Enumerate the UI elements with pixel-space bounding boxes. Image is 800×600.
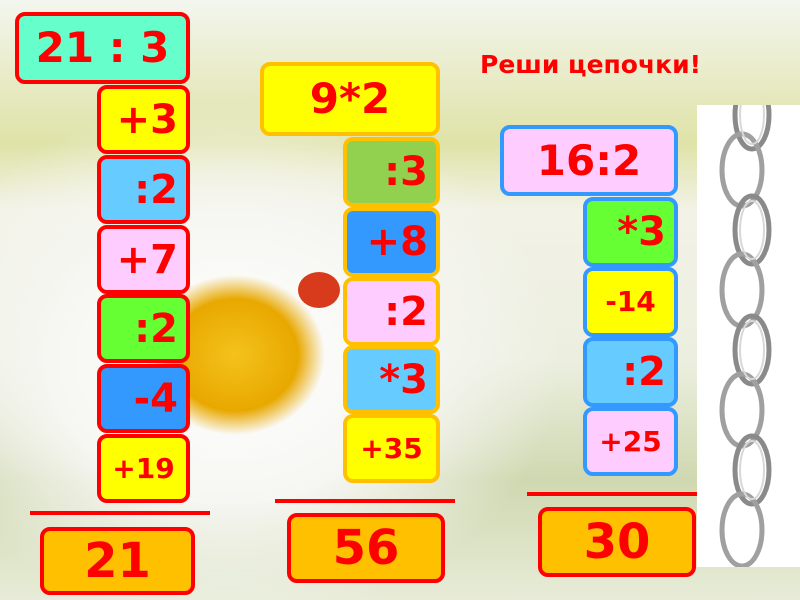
chain1-answer: 21: [40, 527, 195, 595]
chain1-step: +19: [97, 434, 190, 503]
chain3-divider: [527, 492, 707, 496]
chain1-step: +3: [97, 85, 190, 154]
chain2-step: +8: [343, 207, 440, 277]
chain2-answer: 56: [287, 513, 445, 583]
chain1-start: 21 : 3: [15, 12, 190, 84]
chain2-divider: [275, 499, 455, 503]
chain3-step: *3: [583, 197, 678, 267]
chain3-step: +25: [583, 407, 678, 476]
chain1-step: +7: [97, 225, 190, 294]
chain3-step: :2: [583, 337, 678, 407]
metal-chain-image: [697, 78, 800, 569]
chain2-start: 9*2: [260, 62, 440, 136]
chain3-start: 16:2: [500, 125, 678, 196]
chain1-step: :2: [97, 155, 190, 224]
chain2-step: +35: [343, 414, 440, 483]
chain2-step: :2: [343, 277, 440, 346]
slide-title: Реши цепочки!: [480, 50, 702, 79]
chain-links-icon: [719, 78, 772, 569]
chain2-step: *3: [343, 345, 440, 414]
ladybug-image: [298, 272, 340, 308]
chain3-step: -14: [583, 267, 678, 337]
chain2-step: :3: [343, 137, 440, 207]
chain3-answer: 30: [538, 507, 696, 577]
chain1-divider: [30, 511, 210, 515]
chain1-step: :2: [97, 294, 190, 363]
chain1-step: -4: [97, 364, 190, 433]
